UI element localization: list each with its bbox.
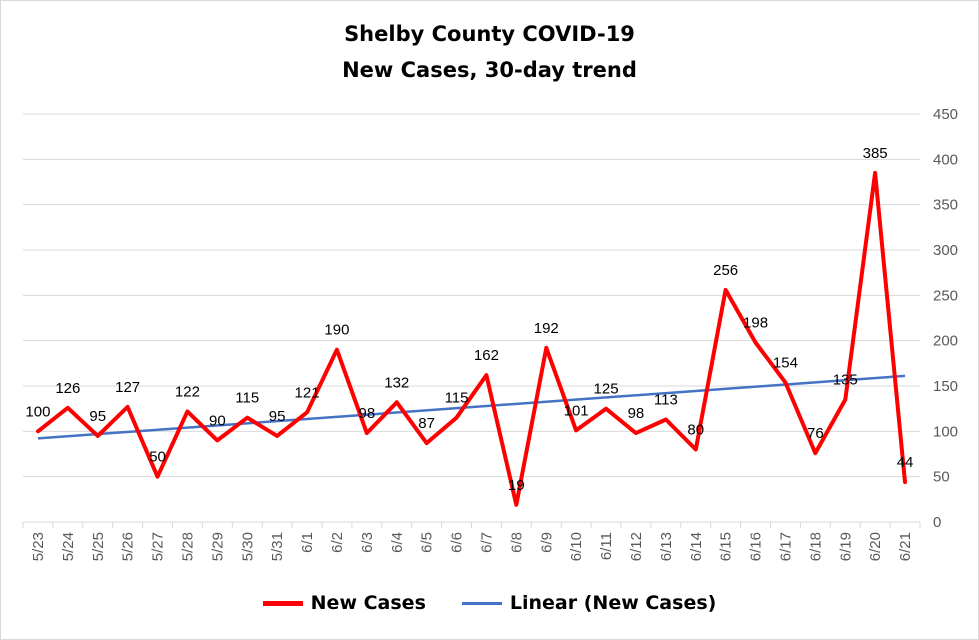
data-label: 19 [508,477,525,494]
data-label: 135 [833,372,858,389]
x-tick-label: 5/25 [90,532,107,561]
data-label: 115 [235,390,259,407]
legend-item-linear: Linear (New Cases) [461,592,717,614]
x-tick-label: 6/12 [628,532,645,561]
chart-subtitle: New Cases, 30-day trend [342,58,637,82]
x-tick-label: 6/5 [419,532,436,553]
data-label: 100 [25,403,50,420]
x-tick-label: 6/11 [598,532,615,560]
data-label: 95 [269,408,286,425]
x-tick-label: 5/29 [209,532,226,561]
legend-label-new-cases: New Cases [310,592,426,614]
x-tick-label: 6/13 [658,532,675,561]
x-tick-label: 6/9 [538,532,555,553]
series-linear-trendline [37,374,906,440]
data-label: 127 [115,379,140,396]
data-label: 95 [89,408,106,425]
y-tick-label-200: 200 [933,333,958,350]
data-label: 126 [55,380,80,397]
data-label: 385 [863,145,888,162]
y-tick-label-0: 0 [933,514,941,531]
x-tick-label: 6/10 [568,532,585,561]
data-label: 115 [445,390,469,407]
x-tick-label: 5/23 [30,532,47,561]
x-tick-label: 6/18 [807,532,824,561]
y-tick-label-100: 100 [933,423,958,440]
x-tick-label: 6/4 [389,532,406,553]
y-tick-label-50: 50 [933,469,950,486]
data-label: 132 [384,374,409,391]
x-tick-label: 5/26 [120,532,137,561]
data-label: 125 [594,381,619,398]
y-tick-label-400: 400 [933,151,958,168]
data-label: 90 [209,412,226,429]
x-tick-label: 6/3 [359,532,376,553]
legend-swatch-new-cases [262,600,303,606]
x-tick-label: 5/27 [150,532,167,561]
x-tick-label: 5/31 [269,532,286,561]
y-tick-label-300: 300 [933,242,958,259]
x-tick-label: 6/2 [329,532,346,553]
data-label: 122 [175,383,200,400]
legend-swatch-linear [461,601,502,605]
data-label: 256 [713,262,738,279]
x-tick-label: 6/7 [478,532,495,553]
data-label: 80 [687,421,704,438]
y-tick-label-350: 350 [933,197,958,214]
data-label: 76 [807,425,824,442]
data-label: 50 [149,449,166,466]
x-tick-label: 6/16 [748,532,765,561]
series-new-cases-line [36,170,907,507]
x-tick-label: 6/8 [508,532,525,553]
x-tick-label: 6/21 [897,532,914,561]
data-label: 87 [418,415,435,432]
x-tick-label: 6/6 [449,532,466,553]
data-label: 101 [564,402,589,419]
data-label: 121 [295,384,320,401]
data-label: 44 [897,454,914,471]
legend-label-linear: Linear (New Cases) [509,592,717,614]
x-tick-label: 5/28 [179,532,196,561]
data-label: 98 [359,405,376,422]
data-label: 198 [743,314,768,331]
chart-title: Shelby County COVID-19 [344,22,635,46]
x-tick-label: 6/17 [777,532,794,561]
x-tick-label: 6/1 [299,532,316,553]
y-tick-label-250: 250 [933,287,958,304]
y-tick-label-150: 150 [933,378,958,395]
data-label: 98 [628,405,645,422]
x-tick-label: 6/15 [718,532,735,561]
data-label: 154 [773,354,798,371]
data-label: 190 [324,322,349,339]
x-tick-label: 5/30 [239,532,256,561]
data-label: 162 [474,347,499,364]
x-tick-label: 6/14 [688,532,705,561]
y-tick-label-450: 450 [933,106,958,123]
x-tick-label: 5/24 [60,532,77,561]
x-tick-label: 6/19 [837,532,854,561]
data-label: 113 [654,392,678,409]
data-label: 192 [534,320,559,337]
x-tick-label: 6/20 [867,532,884,561]
legend-item-new-cases: New Cases [262,592,426,614]
legend: New Cases Linear (New Cases) [0,592,979,614]
